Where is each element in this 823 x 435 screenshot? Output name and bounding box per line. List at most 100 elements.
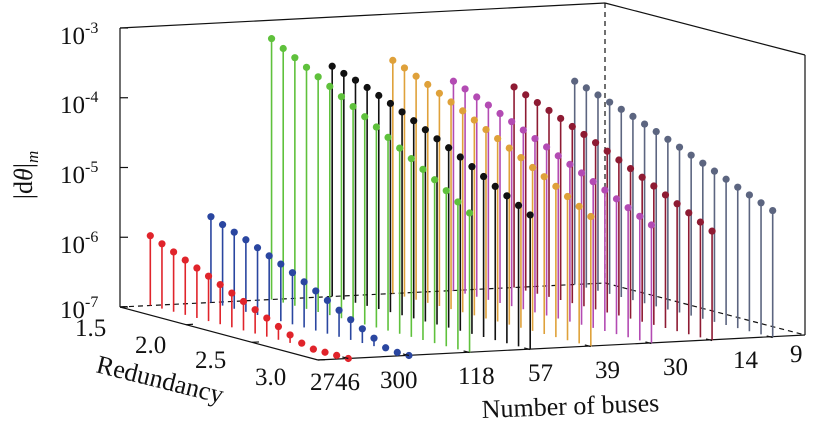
- stem-marker: [370, 334, 378, 342]
- stem-marker: [664, 135, 672, 143]
- stem-marker: [647, 221, 656, 229]
- stem-marker: [230, 228, 238, 236]
- stem-marker: [459, 107, 467, 115]
- stem-marker: [347, 316, 355, 324]
- top-right-edge: [604, 2, 806, 56]
- stem-marker: [454, 198, 462, 206]
- stem-marker: [302, 63, 311, 71]
- stem-marker: [514, 201, 523, 210]
- stem-marker: [421, 126, 429, 134]
- stem-marker: [594, 91, 602, 99]
- stem-marker: [382, 344, 390, 352]
- stem-marker: [566, 160, 574, 168]
- stem-marker: [696, 218, 705, 226]
- stem-marker: [146, 232, 154, 240]
- stem-marker: [675, 143, 684, 151]
- stem-marker: [589, 178, 597, 186]
- series-bus-57: [328, 62, 534, 350]
- stem-marker: [522, 91, 530, 99]
- stem-marker: [279, 44, 287, 53]
- series-bus-2746: [146, 232, 352, 363]
- bus-tick-mark: [766, 335, 773, 339]
- box-frame: [119, 2, 806, 361]
- stem-marker: [468, 163, 476, 171]
- stem-marker: [216, 280, 224, 289]
- stem-marker: [685, 209, 693, 217]
- floor-front-edge: [317, 334, 806, 361]
- stem-marker: [337, 93, 346, 101]
- stem-marker: [398, 108, 406, 116]
- redundancy-tick-3-0: 3.0: [255, 364, 286, 391]
- series-bus-300: [207, 213, 413, 360]
- stem-marker: [445, 144, 453, 152]
- stems: [146, 35, 777, 363]
- stem-marker: [242, 236, 250, 244]
- stem-marker: [606, 98, 614, 106]
- stem-marker: [204, 272, 213, 280]
- stem-marker: [582, 84, 590, 92]
- stem-marker: [291, 54, 299, 62]
- stem-marker: [239, 297, 248, 306]
- stem-marker: [358, 325, 366, 333]
- bus-tick-9: 9: [790, 341, 803, 368]
- z-tick-marks: [120, 27, 128, 308]
- stem-marker: [699, 159, 707, 167]
- series-bus-39: [389, 56, 595, 347]
- stem-marker: [734, 183, 742, 191]
- series-bus-14: [510, 83, 716, 341]
- stem-marker: [543, 143, 551, 151]
- stem-marker: [263, 314, 271, 322]
- stem-marker: [557, 114, 565, 123]
- stem-marker: [519, 126, 527, 134]
- stem-marker: [419, 165, 427, 173]
- back-top-edge: [119, 2, 606, 29]
- stem-marker: [591, 139, 600, 147]
- stem-marker: [510, 83, 518, 91]
- stem-marker: [577, 169, 586, 177]
- stem-marker: [340, 69, 348, 78]
- z-tick-label-1e-6: 10-6: [60, 229, 98, 259]
- bus-tick-2746: 2746: [310, 369, 360, 396]
- stem-marker: [386, 99, 395, 108]
- stem-marker: [568, 122, 576, 131]
- stem-marker: [461, 85, 469, 93]
- stem-marker: [181, 256, 189, 264]
- stem-marker: [407, 155, 415, 163]
- stem-marker: [473, 93, 481, 101]
- stem-marker: [580, 130, 588, 139]
- stem-marker: [503, 192, 511, 200]
- stem-marker: [552, 182, 560, 190]
- stem-marker: [479, 172, 488, 181]
- stem-marker: [636, 212, 644, 220]
- series-bus-118: [267, 35, 474, 353]
- stem-marker: [228, 289, 236, 297]
- stem-marker: [517, 154, 525, 162]
- stem-marker: [277, 260, 285, 268]
- stem-marker: [158, 240, 166, 248]
- stem-marker: [361, 113, 369, 121]
- stem-marker: [193, 264, 201, 272]
- stem-marker: [484, 101, 492, 109]
- bus-tick-labels: 2746 300 118 57 39 30 14 9: [310, 341, 803, 396]
- stem-marker: [424, 80, 432, 89]
- redundancy-tick-2-0: 2.0: [135, 332, 166, 359]
- bus-tick-mark: [645, 341, 652, 345]
- stem-marker: [491, 182, 499, 191]
- z-tick-label-1e-4: 10-4: [60, 89, 98, 119]
- stem-marker: [207, 213, 215, 221]
- floor-right-dashed: [604, 282, 806, 336]
- stem-marker: [505, 144, 513, 152]
- stem-marker: [531, 134, 539, 143]
- bus-tick-39: 39: [595, 357, 620, 384]
- stem-marker: [626, 164, 635, 173]
- redundancy-tick-labels: 1.5 2.0 2.5 3.0: [75, 315, 286, 391]
- stem-marker: [745, 191, 753, 199]
- stem-marker: [309, 345, 317, 353]
- stem-marker: [389, 56, 397, 64]
- stem-marker: [384, 133, 392, 142]
- stem-marker: [540, 173, 548, 181]
- stem-marker: [508, 118, 516, 126]
- stem-marker: [615, 156, 623, 164]
- bus-tick-mark: [705, 338, 713, 342]
- stem-marker: [265, 252, 273, 260]
